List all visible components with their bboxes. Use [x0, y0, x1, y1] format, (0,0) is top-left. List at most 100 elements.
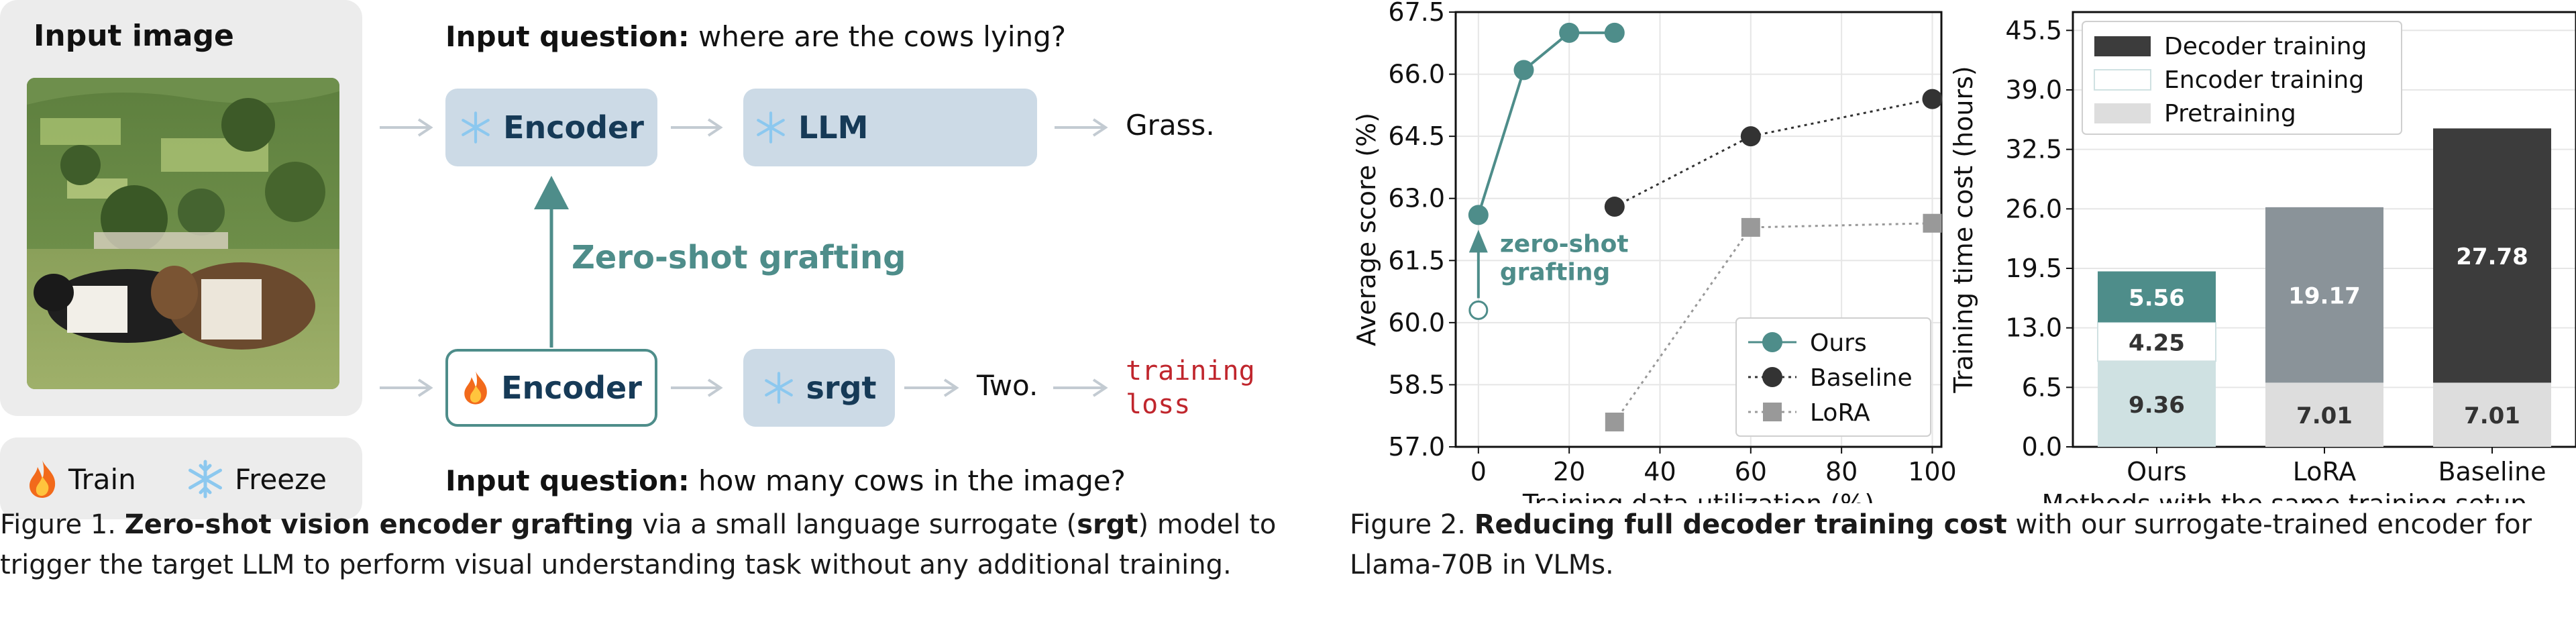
figure1-arrows [380, 118, 1108, 397]
figure2-caption: Figure 2. Reducing full decoder training… [1350, 509, 2532, 580]
graft-label: Zero-shot grafting [572, 239, 906, 276]
fire-icon [30, 460, 56, 498]
bar-segment-baseline-pretraining [2433, 382, 2551, 447]
bar-legend-swatch [2094, 103, 2151, 123]
bar-value-label-baseline: 27.78 [2456, 244, 2528, 270]
question-top: Input question: where are the cows lying… [445, 20, 1067, 53]
bar-chart-ytick-label: 13.0 [2005, 313, 2062, 343]
bar-category-label-lora: LoRA [2293, 457, 2357, 486]
bar-legend-label-decoder-training: Decoder training [2164, 33, 2367, 60]
point-ours [1604, 22, 1625, 43]
line-chart-ytick-label: 61.5 [1388, 246, 1445, 275]
line-chart-ytick-label: 60.0 [1388, 308, 1445, 337]
line-chart-ytick-label: 66.0 [1388, 60, 1445, 89]
point-lora [1923, 213, 1942, 233]
snowflake-icon [764, 372, 793, 404]
graft-arrow-head [534, 176, 569, 209]
figure1-caption: Figure 1. Zero-shot vision encoder graft… [0, 509, 1277, 580]
bar-segment-lora-pretraining [2265, 382, 2383, 447]
legend-freeze: Freeze [185, 459, 327, 499]
legend-panel [0, 437, 362, 519]
legend-train-label: Train [68, 462, 136, 496]
point-baseline [1740, 126, 1761, 147]
legend-label-baseline: Baseline [1810, 364, 1913, 392]
series-line-baseline [1614, 98, 1933, 208]
bar-category-label-ours: Ours [2127, 457, 2186, 486]
bar-chart-xlabel: Methods with the same training setup [2042, 489, 2527, 503]
point-lora [1605, 412, 1624, 431]
bar-value-label-baseline: 7.01 [2464, 403, 2520, 429]
line-chart-xlabel: Training data utilization (%) [1522, 489, 1874, 503]
point-baseline [1604, 197, 1625, 217]
line-chart-xtick-label: 100 [1908, 457, 1957, 486]
bar-chart-ytick-label: 0.0 [2022, 432, 2062, 462]
zero-shot-arrow-head [1468, 229, 1488, 253]
bar-chart-ylabel: Training time cost (hours) [1949, 66, 1978, 393]
bar-chart-ytick-label: 39.0 [2005, 75, 2062, 105]
line-chart-ylabel: Average score (%) [1352, 113, 1381, 346]
bar-chart-ytick-label: 19.5 [2005, 254, 2062, 283]
encoder-train-box: Encoder [445, 349, 657, 427]
bar-value-label-ours: 9.36 [2129, 392, 2185, 419]
bar-value-label-ours: 5.56 [2129, 284, 2185, 311]
snowflake-icon [189, 460, 222, 499]
bar-category-label-baseline: Baseline [2438, 457, 2546, 486]
bar-segment-ours-encoder-training [2097, 321, 2216, 362]
figure2-charts: 57.0 58.5 60.0 61.5 63.0 64.5 66.0 67.5 0 20 40 60 8… [1352, 0, 2576, 503]
bar-legend-label-pretraining: Pretraining [2164, 100, 2296, 127]
zero-shot-annotation-line1: zero-shot [1500, 231, 1629, 258]
bar-legend-swatch [2094, 69, 2151, 91]
line-chart-xtick-label: 0 [1470, 457, 1487, 486]
bar-chart-legend-box [2082, 21, 2402, 135]
line-chart-xtick-label: 80 [1825, 457, 1858, 486]
snowflake-icon [462, 111, 490, 144]
line-chart-ytick-label: 57.0 [1388, 432, 1445, 462]
line-chart-xtick-label: 60 [1735, 457, 1767, 486]
encoder-frozen-box: Encoder [445, 89, 657, 166]
line-chart-ytick-label: 64.5 [1388, 121, 1445, 151]
question-bottom: Input question: how many cows in the ima… [445, 464, 1126, 497]
point-lora [1741, 217, 1760, 237]
line-chart-xtick-label: 20 [1553, 457, 1585, 486]
training-loss: training loss [1126, 356, 1255, 420]
legend-label-ours: Ours [1810, 329, 1867, 357]
input-image-title: Input image [34, 19, 234, 53]
legend-train: Train [25, 459, 136, 499]
zero-shot-start-point [1468, 300, 1489, 320]
srgt-box: srgt [743, 349, 895, 427]
bar-legend-swatch [2094, 36, 2151, 56]
bar-chart-ytick-label: 32.5 [2005, 135, 2062, 164]
point-baseline [1922, 89, 1943, 109]
bar-segment-ours-pretraining [2098, 361, 2216, 447]
bar-chart-ytick-label: 45.5 [2005, 15, 2062, 45]
bar-segment-baseline-decoder-training [2433, 128, 2551, 383]
legend-marker [1763, 403, 1782, 421]
point-ours [1513, 60, 1534, 81]
bar-segment-ours-decoder-training [2098, 271, 2216, 323]
legend-marker [1762, 367, 1782, 387]
point-ours [1559, 22, 1580, 43]
cows-photo [27, 78, 339, 389]
line-chart-xtick-label: 40 [1644, 457, 1676, 486]
fire-icon [464, 371, 487, 405]
bar-chart-ytick-label: 6.5 [2022, 372, 2062, 402]
zero-shot-annotation-line2: grafting [1500, 259, 1610, 286]
bar-segment-lora-decoder-training [2265, 207, 2383, 383]
line-chart-ytick-label: 58.5 [1388, 370, 1445, 399]
answer-bottom: Two. [977, 369, 1038, 402]
legend-freeze-label: Freeze [235, 462, 327, 496]
bar-legend-label-encoder-training: Encoder training [2164, 66, 2364, 94]
series-line-ours [1477, 31, 1615, 215]
legend-label-lora: LoRA [1810, 399, 1870, 427]
snowflake-icon [757, 111, 785, 144]
line-chart-ytick-label: 63.0 [1388, 184, 1445, 213]
bar-value-label-lora: 19.17 [2288, 283, 2361, 310]
line-chart-ytick-label: 67.5 [1388, 0, 1445, 27]
llm-box: LLM [743, 89, 1037, 166]
bar-chart-ytick-label: 26.0 [2005, 194, 2062, 223]
point-ours [1468, 205, 1489, 225]
legend-marker [1762, 332, 1782, 352]
answer-top: Grass. [1126, 109, 1215, 142]
bar-value-label-ours: 4.25 [2129, 329, 2185, 356]
line-chart-legend-box [1735, 317, 1931, 437]
